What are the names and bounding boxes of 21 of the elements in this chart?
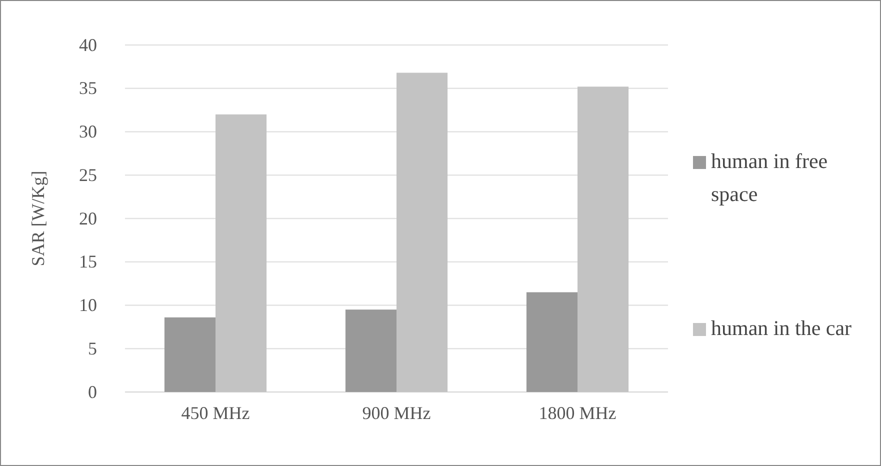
y-tick-label: 35 (79, 78, 97, 98)
x-tick-label: 900 MHz (362, 402, 431, 423)
bar (578, 86, 629, 392)
y-tick-label: 5 (88, 338, 97, 358)
y-tick-label: 25 (79, 164, 97, 185)
bar (345, 310, 396, 392)
x-tick-label: 450 MHz (181, 402, 250, 423)
legend-label: human in the car (711, 316, 852, 340)
y-tick-label: 20 (79, 208, 97, 228)
bar (216, 114, 267, 392)
y-tick-label: 30 (79, 122, 97, 142)
legend-label: human in free space (711, 149, 828, 206)
x-tick-label: 1800 MHz (538, 402, 616, 423)
y-tick-label: 15 (79, 252, 97, 272)
bar (396, 72, 448, 392)
bar (526, 292, 578, 392)
y-axis-title: SAR [W/Kg] (28, 170, 48, 266)
y-tick-label: 0 (88, 382, 97, 402)
y-tick-label: 40 (79, 34, 97, 55)
bar (164, 317, 216, 392)
y-tick-label: 10 (79, 295, 97, 316)
